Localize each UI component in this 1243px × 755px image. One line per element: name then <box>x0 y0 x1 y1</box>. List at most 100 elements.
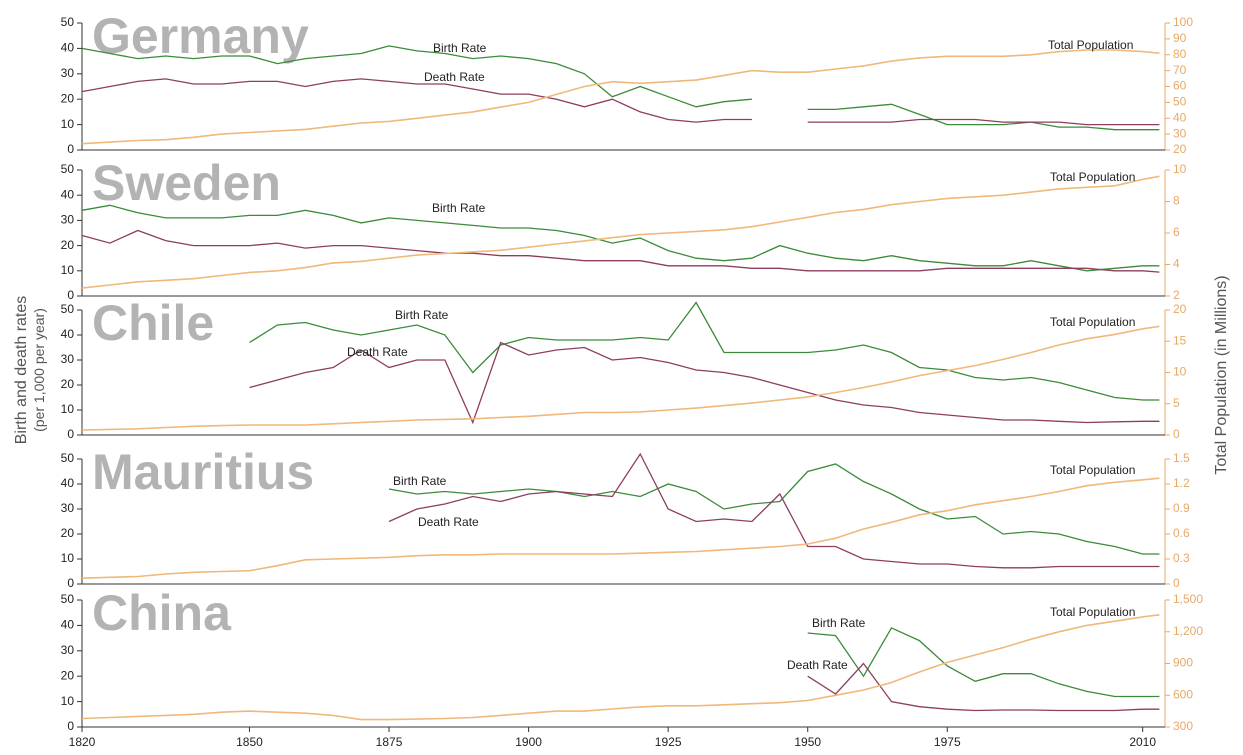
series-line <box>81 325 1160 431</box>
series-label: Total Population <box>1048 38 1133 52</box>
y-tick-label: 40 <box>61 327 75 341</box>
series-label: Birth Rate <box>395 308 449 322</box>
y2-tick-label: 5 <box>1173 396 1180 410</box>
series-label: Total Population <box>1050 463 1135 477</box>
y-tick-label: 10 <box>61 263 75 277</box>
x-tick-label: 1820 <box>69 735 96 749</box>
y-tick-label: 30 <box>61 501 75 515</box>
y-tick-label: 0 <box>67 427 74 441</box>
series-label: Total Population <box>1050 170 1135 184</box>
series-line <box>807 627 1160 698</box>
y2-tick-label: 4 <box>1173 257 1180 271</box>
y2-tick-label: 20 <box>1173 302 1187 316</box>
series-line <box>81 175 1160 289</box>
y2-tick-label: 40 <box>1173 110 1187 124</box>
series-line <box>807 662 1160 712</box>
series-line <box>81 477 1160 579</box>
y2-tick-label: 70 <box>1173 63 1187 77</box>
y-tick-label: 40 <box>61 618 75 632</box>
y-tick-label: 30 <box>61 66 75 80</box>
y-tick-label: 0 <box>67 288 74 302</box>
y-tick-label: 30 <box>61 643 75 657</box>
y-axis-title: Birth and death rates (per 1,000 per yea… <box>13 296 47 445</box>
series-line <box>81 614 1160 721</box>
series-line <box>388 452 1160 569</box>
y-tick-label: 50 <box>61 15 75 29</box>
y2-tick-label: 90 <box>1173 31 1187 45</box>
y2-tick-label: 0.6 <box>1173 526 1190 540</box>
y2-tick-label: 2 <box>1173 288 1180 302</box>
series-label: Birth Rate <box>393 474 447 488</box>
series-label: Death Rate <box>347 345 408 359</box>
x-tick-label: 2010 <box>1129 735 1156 749</box>
y-tick-label: 50 <box>61 592 75 606</box>
series-line <box>249 301 1160 401</box>
y2-tick-label: 10 <box>1173 365 1187 379</box>
y2-tick-label: 600 <box>1173 687 1193 701</box>
series-line <box>81 49 1160 145</box>
series-line <box>81 78 752 123</box>
panel-title: Sweden <box>92 155 281 211</box>
series-label: Death Rate <box>424 70 485 84</box>
panel-title: China <box>92 585 232 641</box>
y2-tick-label: 1.2 <box>1173 476 1190 490</box>
x-tick-label: 1875 <box>376 735 403 749</box>
y2-tick-label: 50 <box>1173 95 1187 109</box>
series-label: Birth Rate <box>433 41 487 55</box>
y2-tick-label: 15 <box>1173 333 1187 347</box>
y2-tick-label: 300 <box>1173 719 1193 733</box>
y2-tick-label: 60 <box>1173 79 1187 93</box>
y2-tick-label: 8 <box>1173 194 1180 208</box>
y-tick-label: 40 <box>61 476 75 490</box>
y-tick-label: 20 <box>61 91 75 105</box>
y-tick-label: 50 <box>61 451 75 465</box>
y-tick-label: 30 <box>61 352 75 366</box>
y-tick-label: 40 <box>61 187 75 201</box>
y2-tick-label: 0.9 <box>1173 501 1190 515</box>
y2-tick-label: 30 <box>1173 126 1187 140</box>
panel-title: Mauritius <box>92 444 314 500</box>
y-axis-title-line: (per 1,000 per year) <box>31 308 47 432</box>
x-tick-label: 1975 <box>934 735 961 749</box>
y-tick-label: 20 <box>61 668 75 682</box>
series-line <box>249 341 1160 425</box>
y-tick-label: 20 <box>61 526 75 540</box>
y-tick-label: 10 <box>61 117 75 131</box>
y2-tick-label: 80 <box>1173 47 1187 61</box>
x-tick-label: 1850 <box>236 735 263 749</box>
y-tick-label: 10 <box>61 694 75 708</box>
y2-tick-label: 1,200 <box>1173 624 1203 638</box>
series-line <box>81 229 1160 273</box>
y2-tick-label: 6 <box>1173 225 1180 239</box>
y-tick-label: 20 <box>61 238 75 252</box>
series-line <box>81 204 1160 272</box>
series-line <box>388 463 1160 555</box>
x-tick-label: 1900 <box>515 735 542 749</box>
panel-title: Chile <box>92 295 214 351</box>
y2-tick-label: 10 <box>1173 162 1187 176</box>
y2-tick-label: 0 <box>1173 576 1180 590</box>
y-tick-label: 0 <box>67 719 74 733</box>
y-tick-label: 20 <box>61 377 75 391</box>
series-label: Total Population <box>1050 605 1135 619</box>
series-label: Birth Rate <box>812 616 866 630</box>
y-tick-label: 50 <box>61 162 75 176</box>
x-tick-label: 1925 <box>655 735 682 749</box>
y2-axis-title-text: Total Population (in Millions) <box>1213 275 1230 474</box>
y-tick-label: 30 <box>61 213 75 227</box>
y2-axis-title: Total Population (in Millions) <box>1213 275 1230 474</box>
y-tick-label: 0 <box>67 576 74 590</box>
y-tick-label: 40 <box>61 41 75 55</box>
y-tick-label: 10 <box>61 402 75 416</box>
series-label: Death Rate <box>787 658 848 672</box>
x-tick-label: 1950 <box>794 735 821 749</box>
y-axis-title-line: Birth and death rates <box>13 296 30 445</box>
series-line <box>81 45 752 108</box>
y-tick-label: 50 <box>61 302 75 316</box>
y2-tick-label: 0.3 <box>1173 551 1190 565</box>
y2-tick-label: 1.5 <box>1173 451 1190 465</box>
series-line <box>807 103 1160 131</box>
series-label: Total Population <box>1050 315 1135 329</box>
series-label: Birth Rate <box>432 201 486 215</box>
